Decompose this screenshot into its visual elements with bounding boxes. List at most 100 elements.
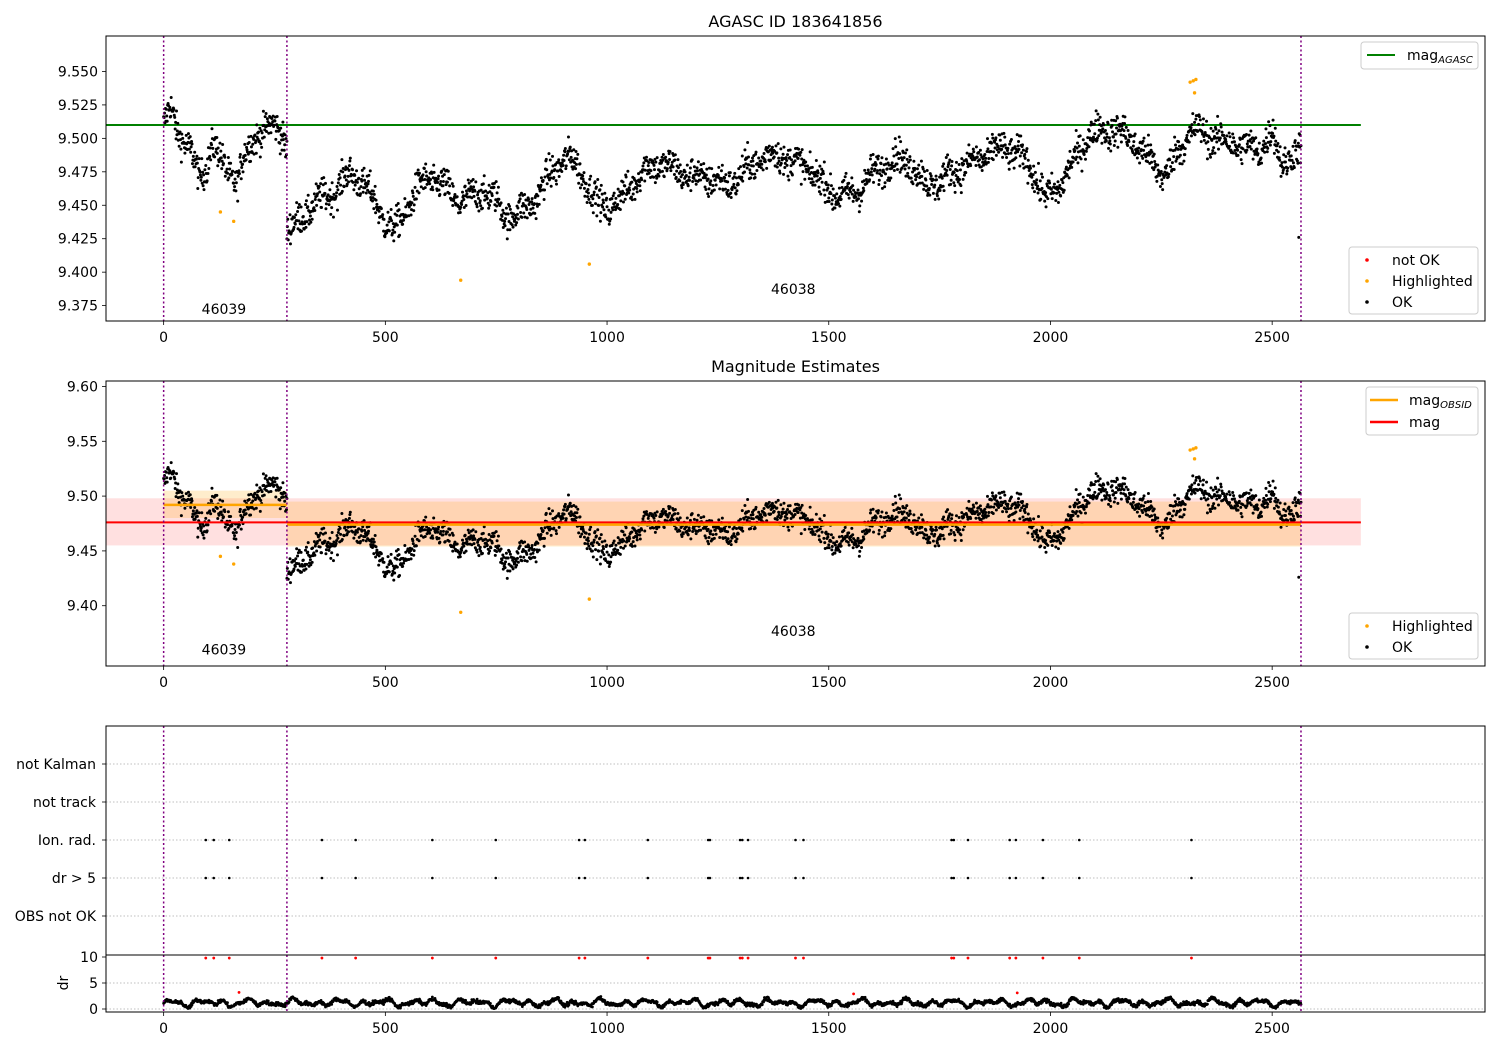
ok-point xyxy=(1032,164,1036,168)
ok-point xyxy=(1205,119,1209,123)
ok-point xyxy=(1075,155,1079,159)
ok-point xyxy=(1016,144,1020,148)
ok-point xyxy=(653,157,657,161)
ok-point xyxy=(821,169,825,173)
ok-point xyxy=(412,549,416,553)
ok-point xyxy=(357,527,361,531)
ok-point xyxy=(876,169,880,173)
ok-point xyxy=(518,193,522,197)
ok-point xyxy=(418,179,422,183)
ok-point xyxy=(594,202,598,206)
ok-point xyxy=(463,533,467,537)
ok-point xyxy=(1032,517,1036,521)
ok-point xyxy=(479,549,483,553)
ok-point xyxy=(811,180,815,184)
ok-point xyxy=(907,166,911,170)
ok-point xyxy=(470,543,474,547)
ok-point xyxy=(790,173,794,177)
ok-point xyxy=(760,515,764,519)
ok-point xyxy=(852,537,856,541)
ok-point xyxy=(332,540,336,544)
ok-point xyxy=(247,497,251,501)
ok-point xyxy=(613,547,617,551)
ok-point xyxy=(1029,166,1033,170)
ok-point xyxy=(702,162,706,166)
ok-point xyxy=(552,526,556,530)
ok-point xyxy=(820,180,824,184)
ok-point xyxy=(969,164,973,168)
ok-point xyxy=(621,200,625,204)
ok-point xyxy=(254,496,258,500)
ok-point xyxy=(323,191,327,195)
ok-point xyxy=(1291,161,1295,165)
ok-point xyxy=(609,555,613,559)
ok-point xyxy=(597,196,601,200)
ok-point xyxy=(640,178,644,182)
ok-point xyxy=(633,544,637,548)
ok-point xyxy=(699,163,703,167)
ok-point xyxy=(331,215,335,219)
ok-point xyxy=(1098,115,1102,119)
ok-point xyxy=(872,530,876,534)
ok-point xyxy=(499,547,503,551)
ok-point xyxy=(422,167,426,171)
ok-point xyxy=(379,552,383,556)
ok-point xyxy=(1266,146,1270,150)
ok-point xyxy=(1021,148,1025,152)
ok-point xyxy=(267,490,271,494)
ok-point xyxy=(493,553,497,557)
ok-point xyxy=(1137,146,1141,150)
ok-point xyxy=(638,189,642,193)
ok-point xyxy=(372,552,376,556)
ok-point xyxy=(264,474,268,478)
ok-point xyxy=(432,170,436,174)
ok-point xyxy=(1197,483,1201,487)
ok-point xyxy=(187,147,191,151)
ok-point xyxy=(678,516,682,520)
ok-point xyxy=(432,163,436,167)
ok-point xyxy=(711,533,715,537)
ok-point xyxy=(609,210,613,214)
ok-point xyxy=(283,491,287,495)
ok-point xyxy=(497,197,501,201)
ok-point xyxy=(1126,128,1130,132)
ok-point xyxy=(557,512,561,516)
ok-point xyxy=(1086,494,1090,498)
ok-point xyxy=(1219,122,1223,126)
ok-point xyxy=(588,547,592,551)
ok-point xyxy=(186,132,190,136)
ok-point xyxy=(1077,501,1081,505)
ok-point xyxy=(790,158,794,162)
ok-point xyxy=(983,152,987,156)
ok-point xyxy=(1040,172,1044,176)
panel1-ytick-label: 9.500 xyxy=(58,131,98,147)
ok-point xyxy=(797,147,801,151)
ok-point xyxy=(511,215,515,219)
ok-point xyxy=(566,135,570,139)
ok-point xyxy=(804,160,808,164)
ok-point xyxy=(319,205,323,209)
ok-point xyxy=(464,549,468,553)
ok-point xyxy=(629,542,633,546)
ok-point xyxy=(229,514,233,518)
ok-point xyxy=(614,543,618,547)
panel1-legend-top: magAGASC xyxy=(1360,41,1479,70)
ok-point xyxy=(843,526,847,530)
ok-point xyxy=(1114,119,1118,123)
ok-point xyxy=(1004,507,1008,511)
ok-point xyxy=(931,178,935,182)
ok-point xyxy=(534,560,538,564)
ok-point xyxy=(229,161,233,165)
ok-point xyxy=(390,562,394,566)
ok-point xyxy=(238,152,242,156)
obsid-label: 46039 xyxy=(202,302,247,318)
panel1-ytick-label: 9.425 xyxy=(58,232,98,248)
ok-point xyxy=(532,548,536,552)
ok-point xyxy=(782,501,786,505)
ok-point xyxy=(892,509,896,513)
ok-point xyxy=(607,222,611,226)
ok-point xyxy=(779,503,783,507)
ok-point xyxy=(1143,500,1147,504)
ok-point xyxy=(280,134,284,138)
ok-point xyxy=(340,189,344,193)
